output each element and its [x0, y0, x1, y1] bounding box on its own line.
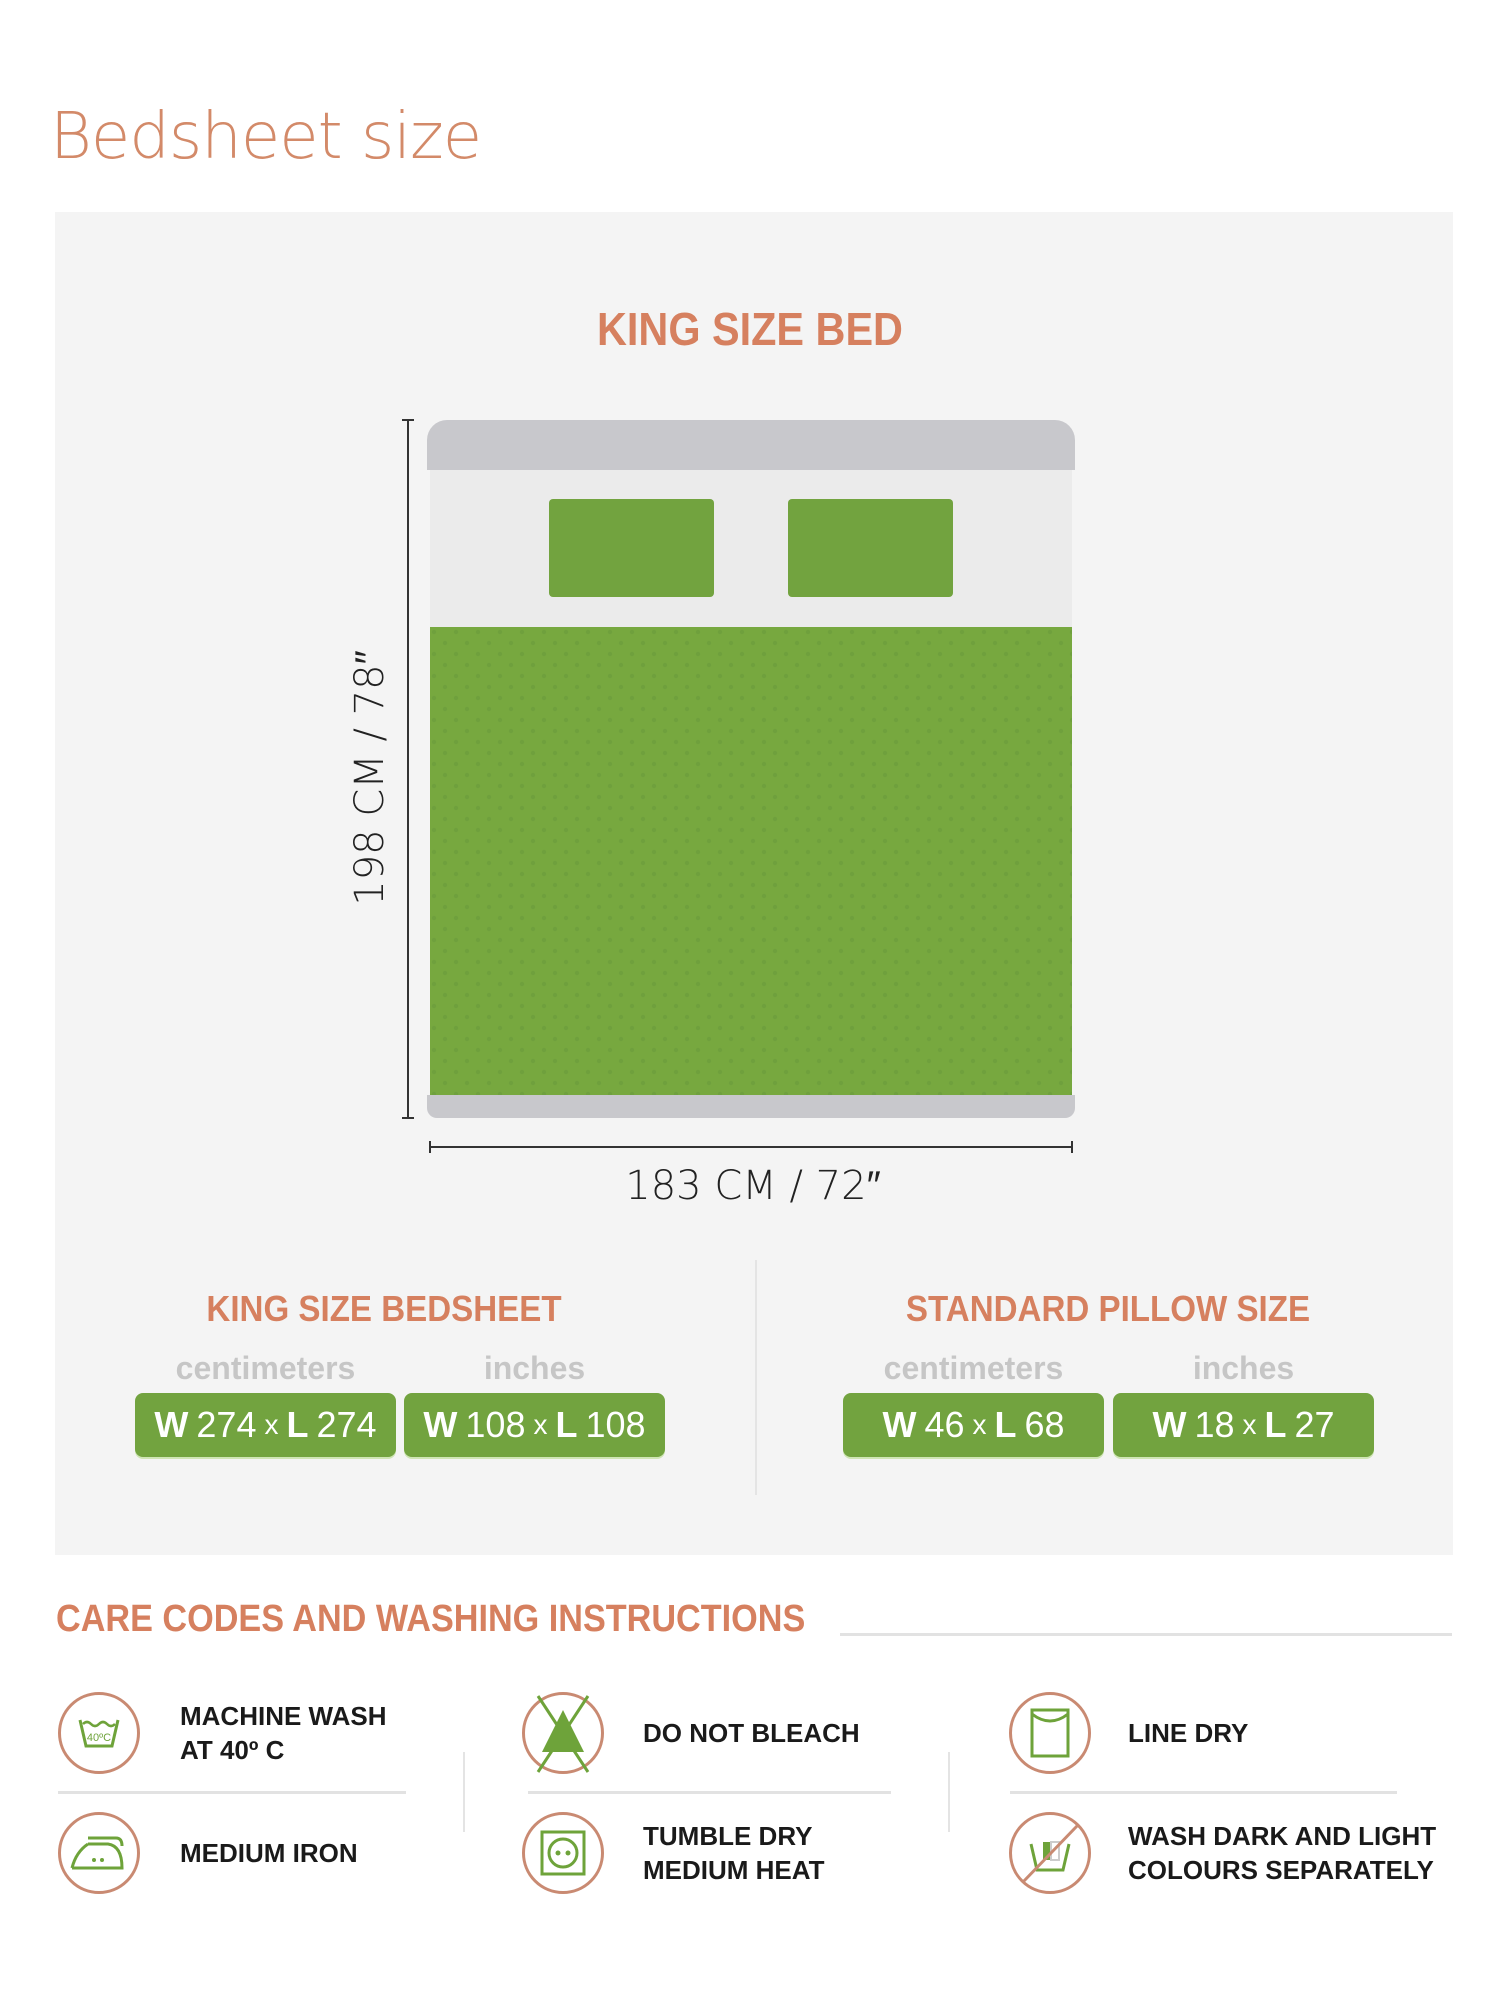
care-line: MACHINE WASH: [180, 1701, 387, 1731]
unit-label: centimeters: [883, 1350, 1064, 1386]
width-letter: W: [154, 1404, 189, 1445]
length-value: 108: [585, 1404, 646, 1445]
bed-top: [430, 470, 1072, 627]
care-line: MEDIUM IRON: [180, 1838, 358, 1868]
unit-label: inches: [483, 1350, 586, 1386]
medium-iron-icon: [70, 1836, 124, 1870]
divider: [463, 1752, 465, 1832]
bed-diagram: [402, 419, 1075, 1153]
wash-separately-icon: [1021, 1824, 1079, 1884]
divider: [755, 1260, 757, 1495]
care-heading: CARE CODES AND WASHING INSTRUCTIONS: [56, 1598, 806, 1640]
length-letter: L: [1264, 1404, 1287, 1445]
care-instruction: MACHINE WASH AT 40º C: [180, 1699, 387, 1767]
width-value: 18: [1194, 1404, 1235, 1445]
care-icon-circle: [522, 1812, 604, 1894]
length-value: 27: [1294, 1404, 1335, 1445]
line-dry-icon: [1030, 1708, 1070, 1758]
times-sign: x: [972, 1409, 987, 1440]
divider: [840, 1633, 1452, 1636]
length-label: 198 CM / 78″: [347, 650, 393, 906]
length-letter: L: [286, 1404, 309, 1445]
size-pill: W 108 x L 108: [404, 1393, 665, 1457]
width-dimension-line: [429, 1141, 1073, 1153]
tumble-dry-medium-icon: [540, 1830, 586, 1876]
section-heading: KING SIZE BEDSHEET: [206, 1288, 562, 1329]
headboard: [427, 420, 1075, 470]
size-pill: W 46 x L 68: [843, 1393, 1104, 1457]
divider: [528, 1791, 891, 1794]
width-value: 274: [196, 1404, 257, 1445]
divider: [948, 1752, 950, 1832]
length-letter: L: [555, 1404, 578, 1445]
size-pill: W 18 x L 27: [1113, 1393, 1374, 1457]
divider: [58, 1791, 406, 1794]
care-icon-circle: [58, 1812, 140, 1894]
length-dimension-line: [402, 419, 414, 1119]
care-icon-circle: [1009, 1692, 1091, 1774]
care-instruction: MEDIUM IRON: [180, 1836, 358, 1870]
footboard: [427, 1095, 1075, 1118]
care-line: WASH DARK AND LIGHT: [1128, 1821, 1437, 1851]
section-heading: STANDARD PILLOW SIZE: [905, 1288, 1311, 1329]
length-value: 274: [316, 1404, 377, 1445]
width-letter: W: [882, 1404, 917, 1445]
svg-text:40ºC: 40ºC: [87, 1732, 111, 1744]
page-title: Bedsheet size: [50, 100, 482, 174]
unit-label: inches: [1192, 1350, 1295, 1386]
care-icon-circle: [1009, 1812, 1091, 1894]
pillow-right: [788, 499, 953, 597]
care-instruction: TUMBLE DRY MEDIUM HEAT: [643, 1819, 825, 1887]
width-letter: W: [423, 1404, 458, 1445]
pillow-left: [549, 499, 714, 597]
times-sign: x: [533, 1409, 548, 1440]
care-line: COLOURS SEPARATELY: [1128, 1855, 1434, 1885]
care-instruction: DO NOT BLEACH: [643, 1716, 860, 1750]
care-icon-circle: 40ºC: [58, 1692, 140, 1774]
care-line: MEDIUM HEAT: [643, 1855, 825, 1885]
care-instruction: WASH DARK AND LIGHT COLOURS SEPARATELY: [1128, 1819, 1436, 1887]
machine-wash-40-icon: 40ºC: [78, 1719, 120, 1748]
width-label: 183 CM / 72″: [625, 1163, 881, 1209]
do-not-bleach-icon: [536, 1695, 590, 1773]
bed-title: KING SIZE BED: [597, 303, 903, 355]
care-line: TUMBLE DRY: [643, 1821, 813, 1851]
divider: [1010, 1791, 1397, 1794]
length-value: 68: [1024, 1404, 1065, 1445]
care-line: LINE DRY: [1128, 1718, 1249, 1748]
care-icon-circle: [522, 1692, 604, 1774]
unit-label: centimeters: [175, 1350, 356, 1386]
width-value: 108: [465, 1404, 526, 1445]
times-sign: x: [1242, 1409, 1257, 1440]
size-pill: W 274 x L 274: [135, 1393, 396, 1457]
width-letter: W: [1152, 1404, 1187, 1445]
care-line: AT 40º C: [180, 1735, 285, 1765]
width-value: 46: [924, 1404, 965, 1445]
care-instruction: LINE DRY: [1128, 1716, 1248, 1750]
length-letter: L: [994, 1404, 1017, 1445]
times-sign: x: [264, 1409, 279, 1440]
care-line: DO NOT BLEACH: [643, 1718, 860, 1748]
